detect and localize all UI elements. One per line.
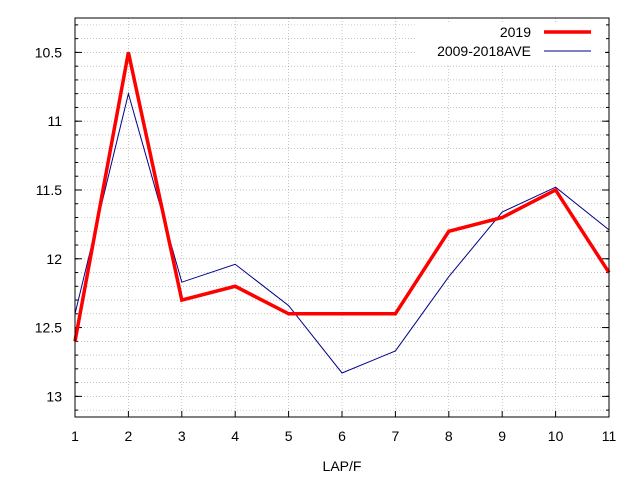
x-tick-label: 2 (125, 428, 133, 444)
y-tick-label: 13 (46, 388, 62, 404)
x-tick-label: 1 (71, 428, 79, 444)
legend-label-2: 2009-2018AVE (437, 43, 531, 59)
series-lines (73, 52, 611, 374)
plot-frame (74, 17, 610, 418)
series-line-1 (73, 52, 611, 342)
y-tick-label: 11 (47, 113, 62, 129)
legend-background (415, 22, 605, 64)
x-tick-label: 5 (285, 428, 293, 444)
x-tick-label: 6 (338, 428, 346, 444)
grid-lines (75, 18, 609, 417)
legend: 2019 2009-2018AVE (415, 22, 605, 64)
legend-label-1: 2019 (500, 24, 531, 40)
x-tick-label: 4 (231, 428, 239, 444)
x-axis-label: LAP/F (323, 458, 362, 474)
x-tick-label: 3 (178, 428, 186, 444)
y-tick-label: 12 (46, 251, 62, 267)
x-tick-label: 9 (498, 428, 506, 444)
x-tick-label: 7 (392, 428, 400, 444)
y-tick-label: 12.5 (35, 320, 62, 336)
y-tick-label: 10.5 (35, 44, 62, 60)
x-tick-label: 10 (548, 428, 564, 444)
x-tick-label: 11 (602, 428, 617, 444)
x-tick-label: 8 (445, 428, 453, 444)
y-tick-label: 11.5 (36, 182, 62, 198)
